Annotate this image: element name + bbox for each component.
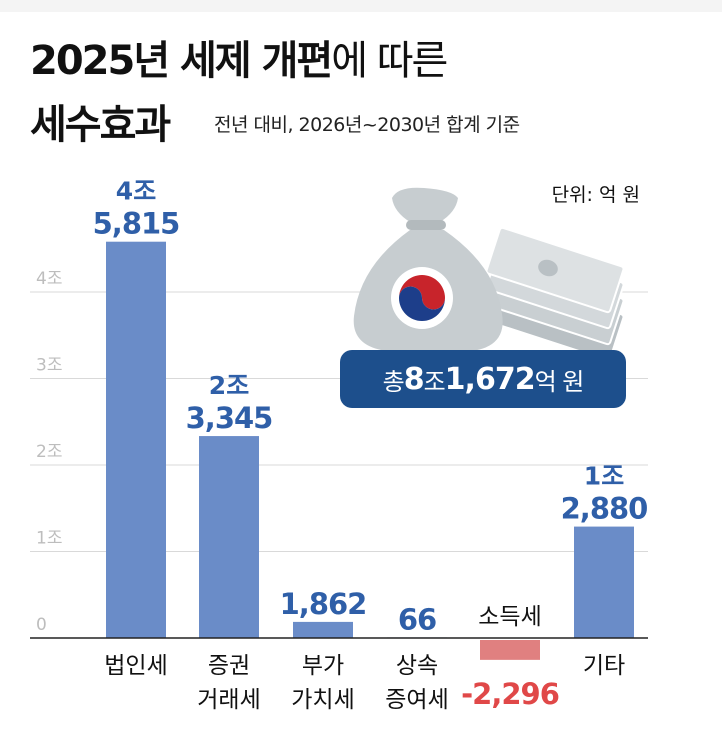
category-label: 소득세 [478,604,541,630]
bar [106,241,166,638]
category-label: 증권 [208,653,250,679]
value-label: 3,345 [186,401,273,435]
total-prefix: 총 [382,367,405,396]
category-label: 가치세 [291,687,354,713]
category-label: 기타 [583,653,625,679]
chart-subtitle: 전년 대비, 2026년~2030년 합계 기준 [214,114,520,136]
unit-label: 단위: 억 원 [551,184,640,206]
y-tick-label: 1조 [36,529,62,549]
value-label: -2,296 [461,677,559,711]
category-label: 부가 [302,653,344,679]
bar [480,640,540,660]
chart-title-line1: 2025년 세제 개편에 따른 [30,28,448,86]
y-tick-label: 2조 [36,442,62,462]
bar [574,526,634,638]
total-trillion: 8 [403,361,425,397]
bar [293,621,353,638]
category-label: 거래세 [197,687,260,713]
category-label: 증여세 [385,687,448,713]
y-tick-label: 3조 [36,356,62,376]
value-label: 1조 [584,462,624,491]
banknote-stack-icon [485,226,625,356]
total-trillion-unit: 조 [423,367,446,396]
bar [199,436,259,638]
chart-title-bold: 2025년 세제 개편 [30,38,333,84]
value-label: 1,862 [280,587,367,621]
money-bag-icon [353,187,625,356]
category-label: 법인세 [104,653,167,679]
value-label: 2조 [209,371,249,400]
total-suffix: 억 원 [534,367,585,396]
total-hundred-million: 1,672 [444,361,536,397]
korea-taegeuk-emblem-icon [391,267,453,329]
category-label: 상속 [396,653,438,679]
top-band [0,0,722,12]
chart-title-line2: 세수효과 [30,102,171,148]
value-label: 66 [398,602,436,636]
value-label: 2,880 [561,492,648,526]
value-label: 5,815 [93,207,180,241]
y-tick-label: 4조 [36,269,62,289]
chart-title-light: 에 따른 [331,38,448,84]
y-tick-label: 0 [36,615,47,635]
value-label: 4조 [116,177,156,206]
